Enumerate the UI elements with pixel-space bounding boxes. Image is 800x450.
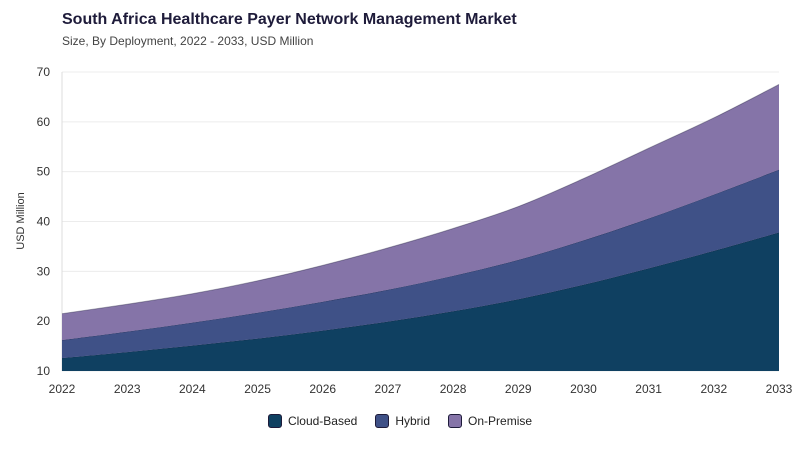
y-tick-label: 30 [37, 264, 51, 278]
legend-swatch [267, 414, 282, 428]
y-tick-label: 50 [37, 165, 51, 179]
y-axis-label: USD Million [15, 192, 27, 249]
y-tick-label: 60 [37, 115, 51, 129]
chart-subtitle: Size, By Deployment, 2022 - 2033, USD Mi… [62, 34, 314, 48]
x-tick-label: 2033 [766, 382, 793, 396]
area-series [61, 84, 780, 371]
x-tick-label: 2023 [114, 382, 141, 396]
legend-label: On-Premise [468, 414, 533, 428]
x-tick-label: 2031 [635, 382, 662, 396]
x-tick-label: 2028 [440, 382, 467, 396]
area-on-premise [62, 84, 779, 341]
y-tick-label: 10 [37, 364, 51, 378]
legend-swatch [448, 414, 463, 428]
x-tick-label: 2030 [570, 382, 597, 396]
legend-item-hybrid[interactable]: Hybrid [375, 414, 430, 428]
chart-title: South Africa Healthcare Payer Network Ma… [62, 11, 517, 28]
area-edge-on-premise [61, 84, 780, 315]
x-tick-label: 2032 [700, 382, 727, 396]
legend-label: Hybrid [395, 414, 431, 428]
area-hybrid [62, 169, 779, 359]
area-cloud-based [62, 232, 779, 371]
y-tick-label: 20 [37, 314, 51, 328]
legend-label: Cloud-Based [287, 414, 358, 428]
x-tick-label: 2025 [244, 382, 271, 396]
legend-item-on-premise[interactable]: On-Premise [448, 414, 532, 428]
legend: Cloud-Based Hybrid On-Premise [0, 414, 800, 428]
y-tick-label: 70 [37, 65, 51, 79]
x-tick-label: 2022 [49, 382, 76, 396]
x-axis-ticks: 2022 2023 2024 2025 2026 2027 2028 2029 2030 2031… [49, 382, 793, 396]
legend-item-cloud-based[interactable]: Cloud-Based [267, 414, 358, 428]
x-tick-label: 2029 [505, 382, 532, 396]
x-tick-label: 2024 [179, 382, 206, 396]
x-tick-label: 2027 [375, 382, 402, 396]
legend-swatch [375, 414, 390, 428]
y-tick-label: 40 [37, 215, 51, 229]
y-axis-ticks: 10 20 30 40 50 60 70 [37, 65, 51, 378]
x-tick-label: 2026 [309, 382, 336, 396]
